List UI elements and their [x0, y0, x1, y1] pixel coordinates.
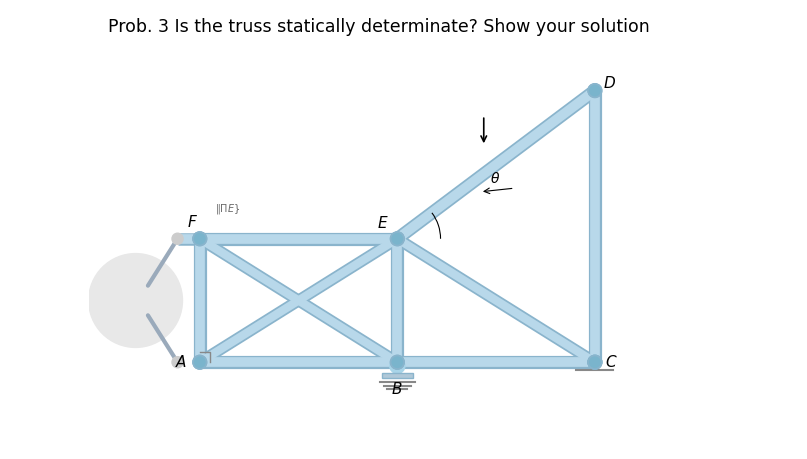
Circle shape: [172, 233, 183, 244]
Text: E: E: [378, 217, 387, 231]
Circle shape: [193, 355, 207, 369]
Text: B: B: [392, 382, 403, 397]
Bar: [382, 373, 412, 378]
Circle shape: [391, 232, 404, 246]
Text: Prob. 3 Is the truss statically determinate? Show your solution: Prob. 3 Is the truss statically determin…: [107, 18, 650, 36]
Circle shape: [588, 355, 602, 369]
Text: F: F: [188, 215, 197, 230]
Text: C: C: [605, 355, 617, 370]
Text: A: A: [176, 355, 186, 370]
Circle shape: [390, 358, 405, 373]
Text: $\theta$: $\theta$: [490, 171, 500, 186]
Circle shape: [172, 357, 183, 368]
Circle shape: [588, 84, 602, 97]
Circle shape: [193, 232, 207, 246]
Text: $\Vert\Pi E\}$: $\Vert\Pi E\}$: [215, 202, 240, 216]
Circle shape: [391, 355, 404, 369]
Circle shape: [89, 253, 182, 347]
Circle shape: [588, 355, 602, 369]
Text: D: D: [604, 76, 616, 91]
